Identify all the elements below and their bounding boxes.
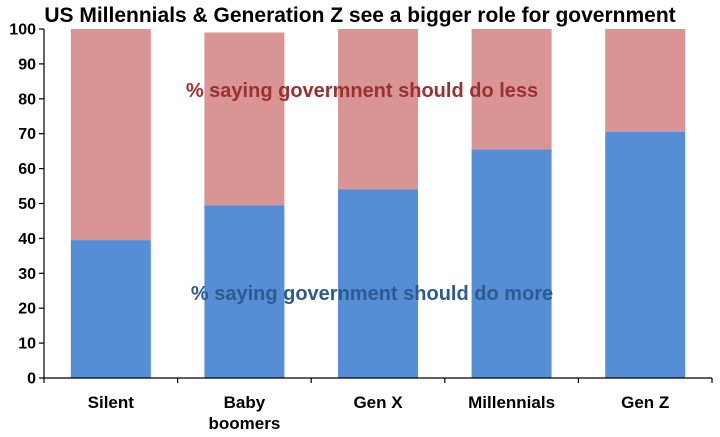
bar-more-millennials <box>471 149 552 378</box>
bar-less-baby-boomers <box>204 32 285 206</box>
y-tick-label: 70 <box>18 126 36 143</box>
bar-less-millennials <box>471 29 552 150</box>
x-category-label: Silent <box>88 393 135 412</box>
y-tick-label: 30 <box>18 266 36 283</box>
y-tick-label: 20 <box>18 301 36 318</box>
x-category-label: Baby boomers <box>209 393 281 433</box>
annotation-do-less: % saying govermnent should do less <box>186 80 538 102</box>
y-tick-label: 80 <box>18 91 36 108</box>
bar-more-baby-boomers <box>204 205 285 378</box>
bar-more-gen-z <box>605 132 686 378</box>
x-category-label: Millennials <box>468 393 555 412</box>
y-tick-label: 90 <box>18 56 36 73</box>
bar-less-silent <box>70 29 151 241</box>
y-tick-label: 100 <box>9 22 36 39</box>
x-category-label: Gen Z <box>621 393 669 412</box>
bar-less-gen-z <box>605 29 686 132</box>
y-tick-label: 40 <box>18 231 36 248</box>
y-tick-label: 0 <box>27 371 36 388</box>
y-tick-label: 10 <box>18 336 36 353</box>
chart-title: US Millennials & Generation Z see a bigg… <box>44 4 676 27</box>
y-tick-label: 50 <box>18 196 36 213</box>
bar-more-silent <box>70 240 151 378</box>
bar-more-gen-x <box>338 189 418 378</box>
y-tick-label: 60 <box>18 161 36 178</box>
x-category-label: Gen X <box>353 393 403 412</box>
annotation-do-more: % saying government should do more <box>191 283 553 305</box>
bar-less-gen-x <box>338 29 418 190</box>
